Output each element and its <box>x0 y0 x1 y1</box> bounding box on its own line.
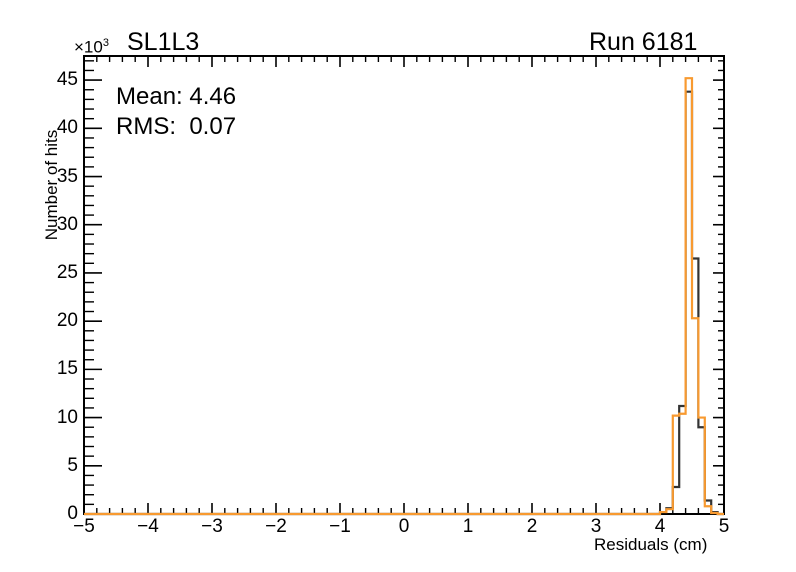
data-series-layer <box>84 77 724 516</box>
y-axis-tick-labels: 0 5 10 15 20 25 30 35 40 45 <box>36 0 78 572</box>
y-tick-label: 25 <box>56 261 78 283</box>
x-tick-label: −4 <box>137 516 159 537</box>
axis-ticks <box>83 56 725 515</box>
x-tick-label: −2 <box>265 516 287 537</box>
y-tick-label: 30 <box>56 213 78 235</box>
series-histogram-black <box>84 90 724 516</box>
x-axis-tick-labels: −5 −4 −3 −2 −1 0 1 2 3 4 5 <box>0 517 796 547</box>
y-tick-label: 45 <box>56 69 78 91</box>
stat-mean: Mean: 4.46 <box>116 83 237 110</box>
x-tick-label: 2 <box>526 516 538 537</box>
x-tick-label: 4 <box>654 516 666 537</box>
stat-rms: RMS: 0.07 <box>116 113 237 140</box>
x-tick-label: 5 <box>718 516 730 537</box>
y-tick-label: 10 <box>56 406 78 428</box>
y-tick-label: 5 <box>67 454 78 476</box>
x-tick-label: 0 <box>398 516 410 537</box>
run-label: Run 6181 <box>589 28 698 56</box>
series-histogram-orange <box>84 77 724 516</box>
y-tick-label: 40 <box>56 117 78 139</box>
y-tick-label: 15 <box>56 358 78 380</box>
y-tick-label: 35 <box>56 165 78 187</box>
x-tick-label: 3 <box>590 516 602 537</box>
x-tick-label: −3 <box>201 516 223 537</box>
x-tick-label: −1 <box>329 516 351 537</box>
y-tick-label: 0 <box>67 503 78 524</box>
multiplier-power: 3 <box>102 37 109 49</box>
multiplier-prefix: ×10 <box>74 37 103 57</box>
page-title: SL1L3 <box>127 28 200 56</box>
x-tick-label: 1 <box>462 516 474 537</box>
y-tick-label: 20 <box>56 310 78 332</box>
x-axis-title: Residuals (cm) <box>594 535 708 554</box>
statistics-box: Mean: 4.46 RMS: 0.07 <box>116 82 236 142</box>
x-tick-label: −5 <box>73 516 95 537</box>
y-axis-multiplier-label: ×103 <box>74 33 109 58</box>
